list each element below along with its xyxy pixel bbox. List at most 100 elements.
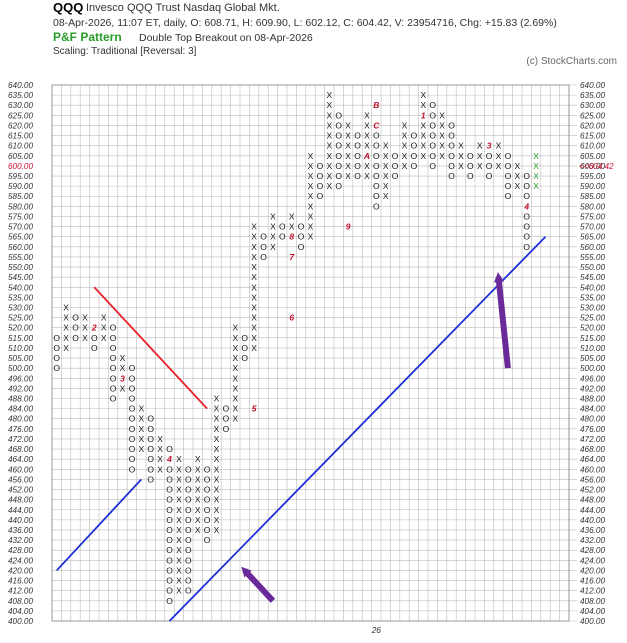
x-mark: X [214, 505, 220, 515]
y-tick-label-right: 635.00 [580, 91, 605, 100]
y-tick-label-left: 580.00 [8, 202, 33, 211]
x-mark: X [383, 141, 389, 151]
o-mark: O [204, 474, 211, 484]
y-tick-label-right: 630.00 [580, 101, 605, 110]
o-mark: O [335, 131, 342, 141]
o-mark: O [523, 171, 530, 181]
o-mark: O [185, 485, 192, 495]
y-tick-label-left: 428.00 [8, 546, 33, 555]
x-mark: X [308, 232, 314, 242]
x-mark: X [514, 171, 520, 181]
x-mark: X [157, 434, 163, 444]
o-mark: O [523, 242, 530, 252]
x-mark: X [514, 181, 520, 191]
x-mark: X [308, 211, 314, 221]
x-mark: X [138, 404, 144, 414]
x-mark: X [270, 242, 276, 252]
o-mark: O [335, 171, 342, 181]
o-mark: O [185, 535, 192, 545]
x-mark: X [214, 515, 220, 525]
y-tick-label-left: 420.00 [8, 566, 33, 575]
x-mark: X [383, 171, 389, 181]
y-tick-label-right: 412.00 [580, 587, 605, 596]
o-mark: O [505, 171, 512, 181]
y-tick-label-left: 505.00 [8, 354, 33, 363]
chart-header: QQQ Invesco QQQ Trust Nasdaq Global Mkt.… [53, 0, 623, 67]
x-mark: X [176, 454, 182, 464]
o-mark: O [185, 495, 192, 505]
o-mark: O [448, 171, 455, 181]
y-tick-label-right: 555.00 [580, 253, 605, 262]
o-mark: O [448, 131, 455, 141]
y-tick-label-left: 555.00 [8, 253, 33, 262]
scaling-info: Scaling: Traditional [Reversal: 3] [53, 46, 197, 57]
y-tick-label-right: 448.00 [580, 496, 605, 505]
o-mark: O [373, 161, 380, 171]
x-mark: X [251, 313, 257, 323]
o-mark: O [185, 525, 192, 535]
o-mark: O [110, 353, 117, 363]
o-mark: O [411, 131, 418, 141]
x-mark: X [458, 141, 464, 151]
y-tick-label-right: 560.00 [580, 243, 605, 252]
x-mark: X [420, 90, 426, 100]
x-mark: X [308, 222, 314, 232]
x-mark: X [383, 181, 389, 191]
y-tick-label-right: 428.00 [580, 546, 605, 555]
x-mark: X [251, 323, 257, 333]
x-mark: X [195, 485, 201, 495]
y-tick-label-left: 550.00 [8, 263, 33, 272]
o-mark: O [523, 222, 530, 232]
x-mark: X [251, 292, 257, 302]
x-mark: X [326, 100, 332, 110]
y-tick-label-left: 424.00 [8, 556, 33, 565]
x-mark: X [63, 333, 69, 343]
y-tick-label-left: 630.00 [8, 101, 33, 110]
chart-frame [51, 84, 570, 622]
o-mark: O [223, 424, 230, 434]
y-tick-label-right: 610.00 [580, 142, 605, 151]
o-mark: O [279, 232, 286, 242]
o-mark: O [166, 505, 173, 515]
o-mark: O [373, 141, 380, 151]
o-mark: O [223, 414, 230, 424]
x-mark: X [63, 343, 69, 353]
y-tick-label-right: 640.00 [580, 81, 605, 90]
x-mark: X [176, 515, 182, 525]
o-mark: O [166, 485, 173, 495]
o-mark: O [373, 201, 380, 211]
x-mark: X [232, 373, 238, 383]
x-mark: X [232, 363, 238, 373]
o-mark: O [129, 373, 136, 383]
month-marker: 4 [523, 201, 529, 211]
o-mark: O [91, 343, 98, 353]
x-mark: X [420, 120, 426, 130]
o-mark: O [317, 171, 324, 181]
x-mark: X [326, 90, 332, 100]
copyright-notice[interactable]: (c) StockCharts.com [526, 56, 617, 67]
y-tick-label-left: 585.00 [8, 192, 33, 201]
x-mark: X [157, 454, 163, 464]
month-marker: C [373, 120, 380, 130]
x-mark: X [402, 141, 408, 151]
support-trend-line [168, 236, 547, 622]
x-mark: X [308, 171, 314, 181]
x-mark: X [120, 383, 126, 393]
o-mark: O [335, 141, 342, 151]
x-mark: X [101, 313, 107, 323]
o-mark: O [129, 444, 136, 454]
o-mark: O [185, 464, 192, 474]
o-mark: O [241, 333, 248, 343]
o-mark: O [204, 535, 211, 545]
x-mark: X [251, 252, 257, 262]
o-mark: O [354, 131, 361, 141]
y-tick-label-right: 545.00 [580, 273, 605, 282]
ticker-symbol[interactable]: QQQ [53, 0, 84, 15]
y-tick-label-left: 416.00 [8, 577, 33, 586]
y-tick-label-left: 464.00 [8, 455, 33, 464]
y-tick-label-right: 480.00 [580, 415, 605, 424]
y-tick-label-left: 530.00 [8, 303, 33, 312]
x-mark: X [214, 464, 220, 474]
x-mark: X [251, 272, 257, 282]
